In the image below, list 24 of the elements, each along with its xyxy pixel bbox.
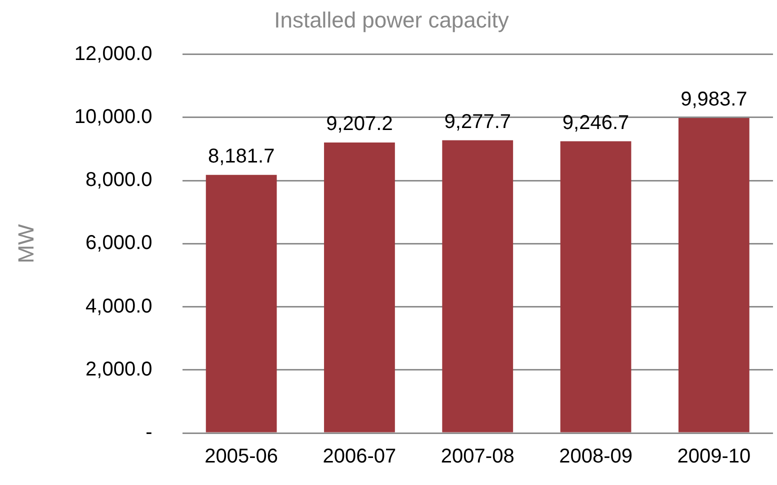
x-tick-label: 2007-08 bbox=[440, 446, 514, 468]
data-label: 9,983.7 bbox=[680, 88, 748, 111]
y-tick-label: 4,000.0 bbox=[86, 295, 152, 318]
data-label: 8,181.7 bbox=[208, 145, 275, 168]
bar bbox=[678, 118, 750, 432]
data-label: 9,207.2 bbox=[326, 113, 393, 136]
x-tick-label: 2008-09 bbox=[559, 446, 632, 468]
bar bbox=[560, 141, 632, 432]
y-tick-label: 2,000.0 bbox=[86, 358, 152, 380]
y-axis-title: MW bbox=[13, 224, 38, 264]
y-tick-label: 6,000.0 bbox=[86, 232, 152, 254]
bar bbox=[324, 142, 395, 432]
data-label: 9,277.7 bbox=[444, 110, 511, 133]
bar bbox=[206, 174, 277, 432]
y-tick-label: - bbox=[146, 422, 152, 444]
x-tick-label: 2005-06 bbox=[204, 446, 278, 468]
data-label: 9,246.7 bbox=[562, 112, 630, 134]
x-tick-label: 2006-07 bbox=[322, 446, 396, 468]
y-tick-label: 10,000.0 bbox=[74, 106, 152, 128]
bar bbox=[442, 140, 514, 432]
y-tick-label: 8,000.0 bbox=[86, 169, 152, 192]
y-tick-label: 12,000.0 bbox=[74, 42, 152, 65]
chart-title: Installed power capacity bbox=[274, 7, 509, 32]
x-tick-label: 2009-10 bbox=[677, 446, 751, 468]
